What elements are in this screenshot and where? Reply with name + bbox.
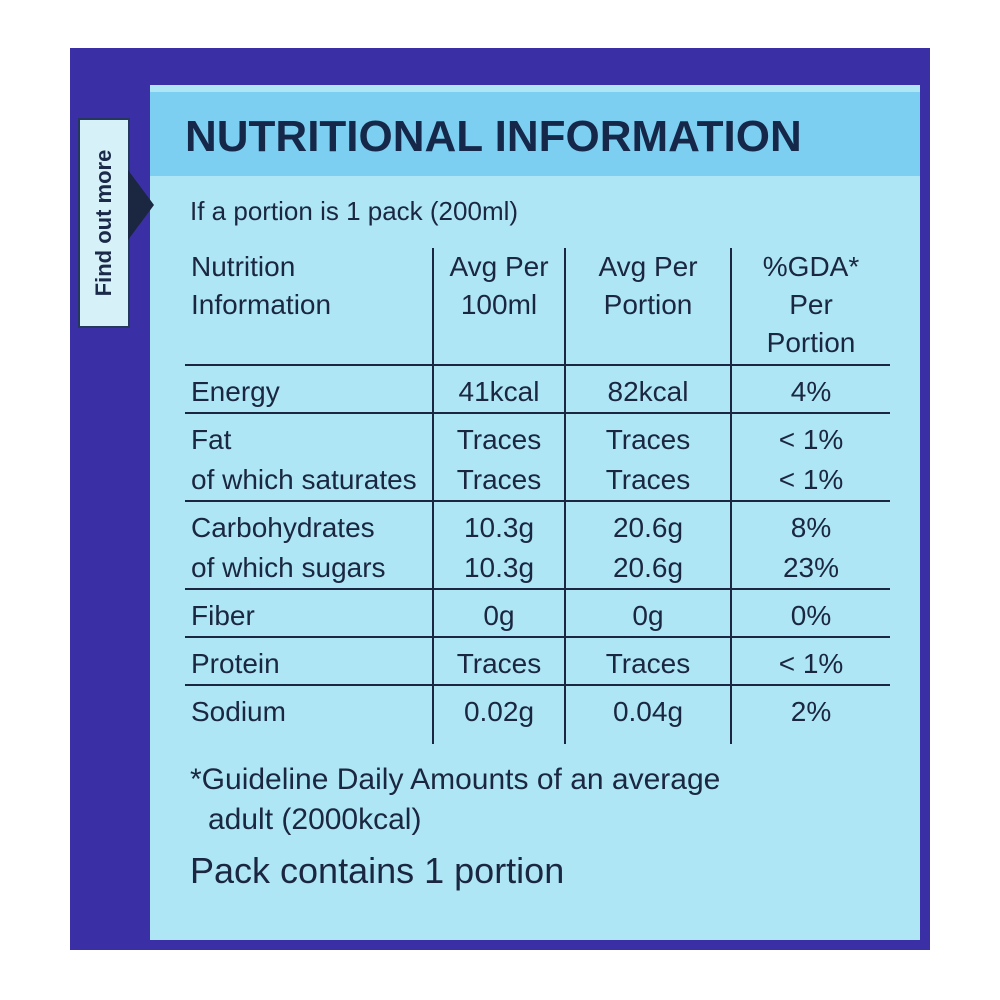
nutrition-table: Nutrition Information Avg Per 100ml Avg Per P… [185,248,890,744]
nutrient-name: Fiber [185,588,433,637]
column-header: Avg Per Portion [564,248,731,365]
nutrient-value: Traces [564,636,731,685]
nutrient-row: Protein Traces Traces < 1% [185,636,890,685]
title-band [150,92,920,176]
nutrient-value: 20.6g [564,500,731,548]
nutrient-value: 0% [730,588,890,637]
nutrient-value: < 1% [730,412,890,460]
nutrient-name: Sodium [185,684,433,744]
nutrient-value: 20.6g [564,548,731,589]
nutrient-value: 82kcal [564,364,731,413]
column-header: %GDA* Per Portion [730,248,890,365]
nutrient-value: 4% [730,364,890,413]
side-tab-text: Find out more [91,149,116,297]
footnote-line: adult (2000kcal) [208,803,422,836]
column-header-line: Avg Per [598,251,698,282]
nutrient-row: Fat Traces Traces < 1% [185,412,890,460]
column-header-line: Portion [766,327,856,358]
nutrient-value: 10.3g [432,500,565,548]
column-header-line: Avg Per [449,251,549,282]
nutrient-name: Carbohydrates [185,500,433,548]
nutrient-name: Fat [185,412,433,460]
column-header-line: %GDA* Per [762,251,860,320]
header-row: Nutrition Information Avg Per 100ml Avg Per P… [185,248,890,365]
nutrient-row: Carbohydrates 10.3g 20.6g 8% [185,500,890,548]
nutrient-value: Traces [432,460,565,501]
column-header-line: Nutrition [191,251,296,282]
tab-arrow [128,170,154,240]
nutrient-row: Energy 41kcal 82kcal 4% [185,364,890,413]
nutrient-row: of which saturates Traces Traces < 1% [185,460,890,501]
title: NUTRITIONAL INFORMATION [185,112,802,161]
column-header-line: Information [191,289,332,320]
column-header-line: Portion [603,289,693,320]
table-caption: If a portion is 1 pack (200ml) [190,196,519,226]
nutrient-value: Traces [432,412,565,460]
column-header-line: 100ml [460,289,538,320]
column-header: Nutrition Information [185,248,433,365]
nutrient-name: Energy [185,364,433,413]
nutrient-value: 2% [730,684,890,744]
footnote-line: *Guideline Daily Amounts of an average [190,763,721,796]
nutrient-value: < 1% [730,636,890,685]
nutrient-row: Fiber 0g 0g 0% [185,588,890,637]
nutrient-value: Traces [564,460,731,501]
nutrient-row: of which sugars 10.3g 20.6g 23% [185,548,890,589]
nutrient-value: 0.04g [564,684,731,744]
nutrient-row: Sodium 0.02g 0.04g 2% [185,684,890,744]
nutrient-value: 23% [730,548,890,589]
nutrient-name: Protein [185,636,433,685]
nutrient-value: 0g [432,588,565,637]
nutrient-value: Traces [564,412,731,460]
column-header: Avg Per 100ml [432,248,565,365]
nutrient-name: of which sugars [191,552,386,583]
nutrient-value: 10.3g [432,548,565,589]
nutrient-value: 8% [730,500,890,548]
nutrient-value: 41kcal [432,364,565,413]
nutrient-value: Traces [432,636,565,685]
nutrient-value: 0.02g [432,684,565,744]
footer-note: Pack contains 1 portion [190,850,565,891]
footer: *Guideline Daily Amounts of an average a… [190,760,720,892]
nutrient-value: 0g [564,588,731,637]
nutrient-name: of which saturates [191,464,417,495]
nutrient-value: < 1% [730,460,890,501]
